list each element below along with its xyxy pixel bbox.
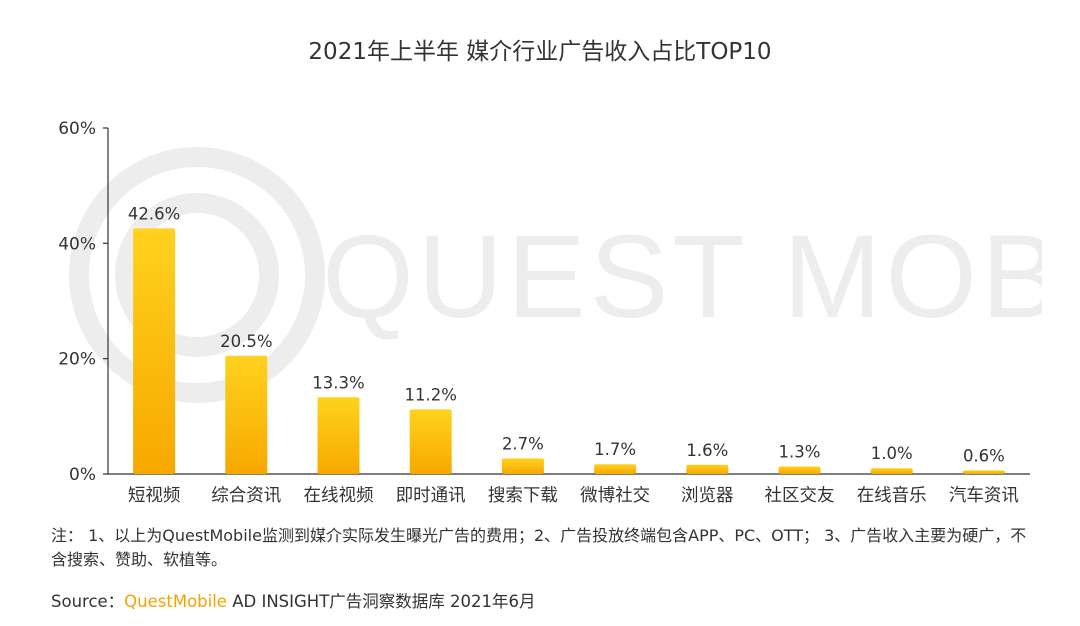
- bar-3: [317, 397, 360, 474]
- value-label: 1.7%: [594, 440, 636, 459]
- bar-7: [686, 464, 729, 474]
- source-suffix: AD INSIGHT广告洞察数据库 2021年6月: [226, 592, 536, 611]
- y-tick-label: 20%: [58, 350, 96, 370]
- bar-2: [225, 355, 268, 474]
- y-tick-label: 40%: [58, 234, 96, 254]
- chart-title: 2021年上半年 媒介行业广告收入占比TOP10: [308, 39, 772, 65]
- value-label: 1.3%: [779, 443, 821, 462]
- value-label: 0.6%: [963, 447, 1005, 466]
- category-label: 汽车资讯: [949, 486, 1019, 506]
- bar-4: [409, 409, 452, 474]
- category-label: 搜索下载: [488, 486, 558, 506]
- value-label: 13.3%: [312, 373, 364, 392]
- y-tick-label: 60%: [58, 119, 96, 139]
- bar-9: [870, 468, 913, 474]
- category-label: 社区交友: [765, 486, 835, 506]
- category-label: 在线视频: [304, 486, 374, 506]
- bar-5: [501, 458, 544, 474]
- bar-10: [962, 470, 1005, 474]
- category-label: 微博社交: [580, 486, 650, 506]
- bar-6: [594, 464, 637, 474]
- chart-labels: 0% 20% 40% 60% 42.6% 短视频 20.5% 综合资讯 13.3% 在线视频 11.…: [58, 119, 1019, 506]
- chart-bars: [133, 228, 1005, 474]
- footnote: 注： 1、以上为QuestMobile监测到媒介实际发生曝光广告的费用；2、广告…: [51, 526, 1027, 569]
- source-prefix: Source：: [51, 592, 125, 611]
- source-brand: QuestMobile: [124, 592, 227, 611]
- category-label: 在线音乐: [857, 486, 927, 506]
- category-label: 综合资讯: [211, 486, 281, 506]
- value-label: 42.6%: [128, 204, 180, 223]
- value-label: 1.0%: [871, 444, 913, 463]
- category-label: 浏览器: [681, 486, 734, 506]
- bar-8: [778, 466, 821, 474]
- y-tick-label: 0%: [69, 465, 96, 485]
- bar-1: [133, 228, 176, 474]
- source-line: Source：QuestMobile AD INSIGHT广告洞察数据库 202…: [51, 588, 536, 612]
- value-label: 2.7%: [502, 434, 544, 453]
- value-label: 11.2%: [404, 385, 456, 404]
- category-label: 即时通讯: [396, 486, 466, 506]
- category-label: 短视频: [128, 486, 181, 506]
- value-label: 20.5%: [220, 332, 272, 351]
- value-label: 1.6%: [686, 441, 728, 460]
